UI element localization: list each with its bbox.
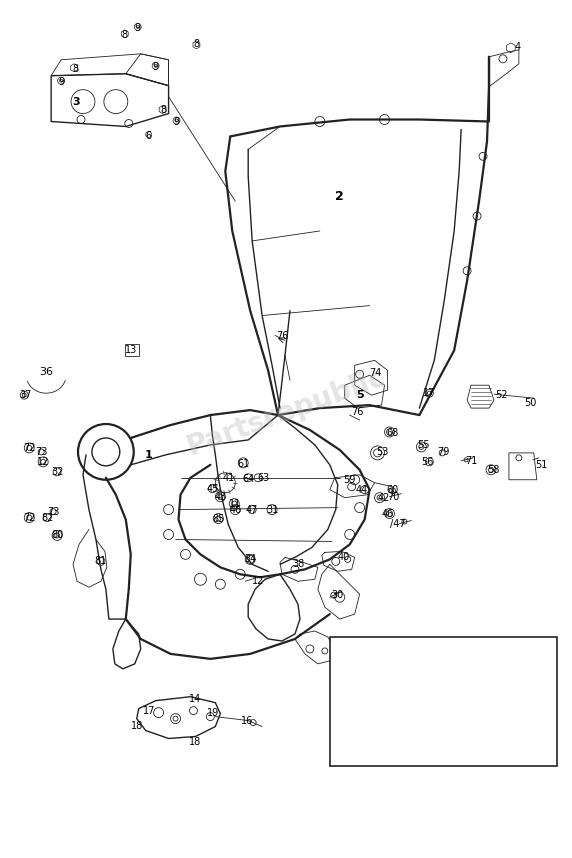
Text: Partsrepublic: Partsrepublic	[182, 363, 390, 461]
Text: 50: 50	[525, 398, 537, 408]
Text: 71: 71	[465, 456, 477, 466]
Text: 31: 31	[266, 505, 278, 515]
Text: 73: 73	[35, 447, 47, 457]
Text: 90: 90	[392, 667, 407, 677]
Text: 14: 14	[189, 693, 201, 704]
Text: 82: 82	[41, 512, 53, 523]
Text: 47: 47	[246, 505, 259, 515]
Text: 60: 60	[386, 485, 399, 495]
Text: 59: 59	[344, 474, 356, 485]
Text: 61: 61	[237, 459, 249, 468]
Text: 13: 13	[125, 346, 137, 355]
Text: 94: 94	[501, 748, 513, 758]
Text: 34: 34	[244, 554, 256, 565]
Text: 17: 17	[423, 388, 435, 398]
Text: 9: 9	[134, 23, 141, 33]
Bar	[330, 637, 557, 766]
Text: 37: 37	[19, 390, 31, 400]
Circle shape	[426, 710, 443, 728]
Text: 44: 44	[356, 485, 368, 495]
Text: 9: 9	[58, 76, 64, 87]
Text: 11: 11	[229, 498, 241, 509]
Text: 19: 19	[207, 708, 220, 717]
Text: 42: 42	[378, 492, 390, 503]
Text: 30: 30	[332, 590, 344, 601]
Text: 72: 72	[23, 443, 35, 453]
Text: 2: 2	[335, 190, 344, 202]
Bar	[125, 344, 139, 356]
Text: 41: 41	[222, 473, 235, 483]
Text: 76: 76	[276, 331, 288, 341]
Text: 55: 55	[417, 440, 430, 450]
Text: 6: 6	[146, 131, 152, 142]
Circle shape	[460, 704, 478, 722]
Text: 620 COMPETITION: 620 COMPETITION	[353, 755, 442, 765]
Text: 40: 40	[337, 553, 350, 562]
Text: 51: 51	[535, 460, 548, 470]
Text: 74: 74	[370, 368, 382, 378]
Text: 93: 93	[451, 652, 467, 662]
Text: 70: 70	[387, 492, 400, 502]
Text: 68: 68	[386, 428, 399, 438]
Text: 38: 38	[292, 559, 304, 570]
Text: 79: 79	[437, 447, 450, 457]
Circle shape	[483, 696, 499, 711]
Text: 46: 46	[382, 509, 394, 518]
Text: 52: 52	[495, 390, 507, 400]
Text: 9: 9	[153, 62, 158, 72]
Text: /47: /47	[390, 518, 406, 529]
Text: 63: 63	[257, 473, 269, 483]
Text: 56: 56	[421, 456, 434, 467]
Text: 18: 18	[189, 738, 201, 747]
Text: 8: 8	[193, 39, 200, 49]
Text: 8: 8	[161, 105, 166, 115]
Text: 85: 85	[212, 514, 225, 523]
Polygon shape	[348, 651, 547, 753]
Text: 3: 3	[72, 97, 80, 106]
Text: 18: 18	[130, 721, 143, 730]
Text: 76: 76	[351, 407, 364, 417]
Text: 12: 12	[37, 456, 49, 467]
Text: 93: 93	[515, 668, 531, 679]
Text: 9: 9	[173, 117, 180, 126]
Circle shape	[501, 710, 517, 727]
Text: 1: 1	[145, 450, 153, 460]
Text: 58: 58	[487, 465, 499, 474]
Text: 64: 64	[242, 474, 255, 484]
Circle shape	[402, 721, 418, 736]
Circle shape	[380, 698, 399, 719]
Circle shape	[441, 691, 457, 707]
Text: 12: 12	[252, 577, 264, 586]
Text: 81: 81	[95, 556, 107, 566]
Text: 72: 72	[23, 512, 35, 523]
Text: 8: 8	[122, 30, 128, 40]
Text: 36: 36	[39, 367, 53, 378]
Text: 91: 91	[362, 692, 374, 702]
Text: 46: 46	[229, 505, 241, 515]
Text: 53: 53	[376, 447, 389, 457]
Text: 5: 5	[356, 390, 363, 400]
Text: 32: 32	[51, 467, 63, 477]
Text: 16: 16	[241, 716, 253, 726]
Text: 80: 80	[51, 530, 63, 541]
Text: 17: 17	[142, 705, 155, 716]
Text: 8: 8	[72, 63, 78, 74]
Text: 43: 43	[214, 492, 227, 502]
Text: 45: 45	[206, 484, 219, 493]
Text: 73: 73	[47, 506, 59, 517]
Text: 4: 4	[515, 42, 521, 51]
